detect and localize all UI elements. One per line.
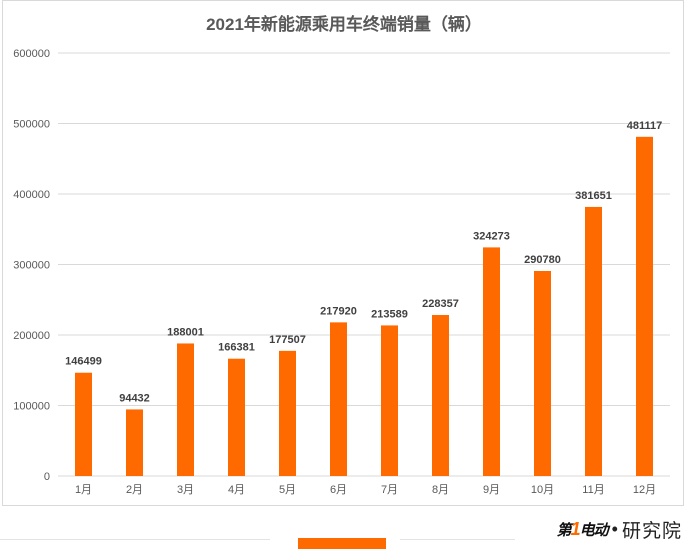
brand-logo-prefix: 第	[556, 522, 572, 539]
bar-5	[279, 350, 296, 476]
bar-2	[126, 409, 143, 476]
y-tick-label: 100000	[13, 401, 50, 413]
y-tick-label: 0	[44, 471, 50, 483]
bar-4	[228, 358, 245, 476]
brand-logo-suffix: 电动	[579, 522, 609, 539]
x-category-label: 2月	[126, 484, 143, 496]
legend-swatch	[298, 538, 386, 549]
data-labels: 146499 94432 188001 166381 177507 217920 21358…	[65, 120, 662, 405]
x-category-label: 9月	[483, 484, 500, 496]
data-label: 481117	[627, 120, 663, 132]
brand-logo-one: 1	[570, 519, 581, 539]
x-category-label: 8月	[432, 484, 449, 496]
bar-6	[330, 322, 347, 476]
brand-name: 研究院	[621, 521, 682, 542]
y-axis-ticks: 0 100000 200000 300000 400000 500000 600000	[13, 48, 50, 483]
x-category-label: 7月	[381, 484, 398, 496]
x-category-label: 6月	[330, 484, 347, 496]
y-tick-label: 400000	[13, 189, 50, 201]
x-category-label: 12月	[633, 484, 656, 496]
data-label: 166381	[218, 342, 255, 354]
bar-10	[534, 271, 551, 476]
bar-9	[483, 247, 500, 476]
data-label: 290780	[524, 254, 561, 266]
x-category-label: 4月	[228, 484, 245, 496]
brand-separator: •	[611, 519, 618, 539]
y-tick-label: 600000	[13, 48, 50, 60]
bars	[75, 136, 653, 477]
brand-watermark: 第1电动 • 研究院	[557, 516, 682, 543]
bar-11	[585, 206, 602, 477]
bar-chart: 2021年新能源乘用车终端销量（辆） 0 100000 200000 300000 40…	[13, 14, 670, 496]
data-label: 177507	[269, 334, 306, 346]
data-label: 94432	[119, 392, 150, 404]
bar-3	[177, 343, 194, 476]
x-category-label: 10月	[531, 484, 554, 496]
bar-12	[636, 136, 653, 477]
brand-logo: 第1电动	[556, 519, 609, 540]
x-category-label: 5月	[279, 484, 296, 496]
data-label: 146499	[65, 356, 102, 368]
data-label: 324273	[473, 230, 510, 242]
data-label: 381651	[575, 190, 612, 202]
data-label: 217920	[320, 305, 357, 317]
x-category-label: 3月	[177, 484, 194, 496]
y-tick-label: 300000	[13, 260, 50, 272]
grid-lines	[58, 52, 670, 477]
data-label: 213589	[371, 308, 408, 320]
chart-title: 2021年新能源乘用车终端销量（辆）	[206, 14, 482, 34]
x-category-label: 11月	[582, 484, 604, 496]
y-tick-label: 500000	[13, 119, 50, 131]
data-label: 228357	[422, 298, 459, 310]
bar-7	[381, 325, 398, 476]
footer-divider	[400, 539, 515, 540]
bar-8	[432, 315, 449, 476]
y-tick-label: 200000	[13, 330, 50, 342]
x-axis-categories: 1月 2月 3月 4月 5月 6月 7月 8月 9月 10月 11月 12月	[75, 484, 656, 496]
footer-divider	[0, 539, 270, 540]
data-label: 188001	[167, 326, 204, 338]
bar-1	[75, 372, 92, 476]
x-category-label: 1月	[75, 484, 92, 496]
